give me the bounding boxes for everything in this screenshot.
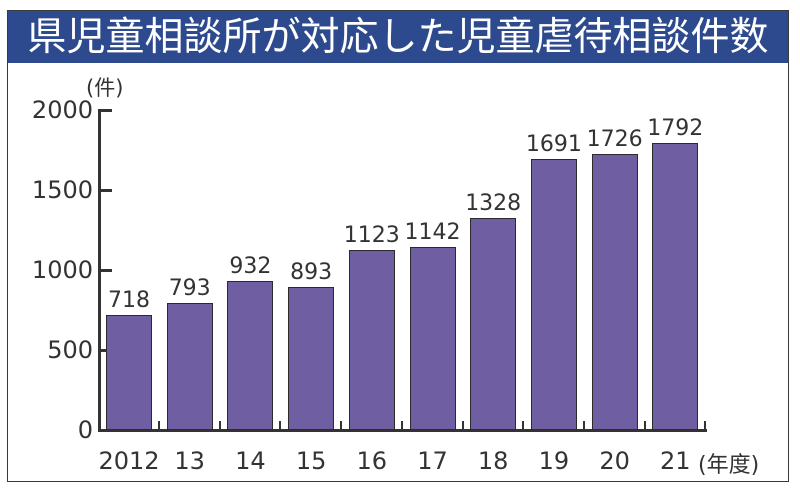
x-tick-mark <box>704 421 707 430</box>
x-tick-label: 19 <box>538 447 570 475</box>
y-tick-label: 0 <box>77 416 93 444</box>
x-tick-label: 14 <box>235 447 266 475</box>
chart-title: 県児童相談所が対応した児童虐待相談件数 <box>27 15 769 60</box>
y-axis-unit: (件) <box>86 76 124 100</box>
x-tick-mark <box>582 421 585 430</box>
y-tick-mark <box>100 429 112 432</box>
value-label: 893 <box>290 260 333 286</box>
value-label: 1726 <box>586 126 643 152</box>
x-tick-mark <box>279 421 282 430</box>
bar-18 <box>470 217 517 430</box>
x-axis-unit: (年度) <box>698 453 760 478</box>
bar-13 <box>166 303 213 430</box>
value-label: 1328 <box>465 190 522 216</box>
bar-15 <box>288 287 335 430</box>
bar-16 <box>348 250 395 430</box>
value-label: 1123 <box>343 223 400 249</box>
y-tick-mark <box>100 269 112 272</box>
y-tick-mark <box>100 109 112 112</box>
bar-14 <box>227 280 274 430</box>
bar-21 <box>652 143 699 430</box>
y-tick-label: 2000 <box>31 96 93 124</box>
x-tick-mark <box>461 421 464 430</box>
bar-17 <box>409 247 456 430</box>
x-tick-label: 21 <box>660 447 691 475</box>
value-label: 932 <box>229 253 272 279</box>
bar-2012 <box>106 315 152 430</box>
x-tick-label: 16 <box>356 447 388 475</box>
y-tick-label: 500 <box>47 336 93 364</box>
bar-20 <box>591 153 638 430</box>
value-label: 1142 <box>404 220 461 246</box>
value-label: 1691 <box>525 132 582 158</box>
y-tick-mark <box>100 189 112 192</box>
x-tick-mark <box>218 421 221 430</box>
x-tick-mark <box>340 421 343 430</box>
x-tick-label: 17 <box>417 447 448 475</box>
bar-19 <box>530 159 577 430</box>
y-axis-line <box>98 109 101 432</box>
value-label: 793 <box>168 276 211 302</box>
x-tick-label: 20 <box>599 447 630 475</box>
x-tick-label: 2012 <box>98 447 160 475</box>
x-tick-mark <box>522 421 525 430</box>
value-label: 1792 <box>647 116 704 142</box>
x-tick-label: 13 <box>174 447 205 475</box>
x-tick-mark <box>400 421 403 430</box>
title-bar: 県児童相談所が対応した児童虐待相談件数 <box>7 10 789 63</box>
y-tick-label: 1000 <box>31 256 93 284</box>
value-label: 718 <box>108 288 150 314</box>
y-tick-label: 1500 <box>31 176 93 204</box>
x-tick-label: 15 <box>295 447 327 475</box>
x-tick-mark <box>158 421 160 430</box>
x-tick-label: 18 <box>477 447 509 475</box>
x-axis-line <box>98 429 707 432</box>
x-tick-mark <box>643 421 646 430</box>
